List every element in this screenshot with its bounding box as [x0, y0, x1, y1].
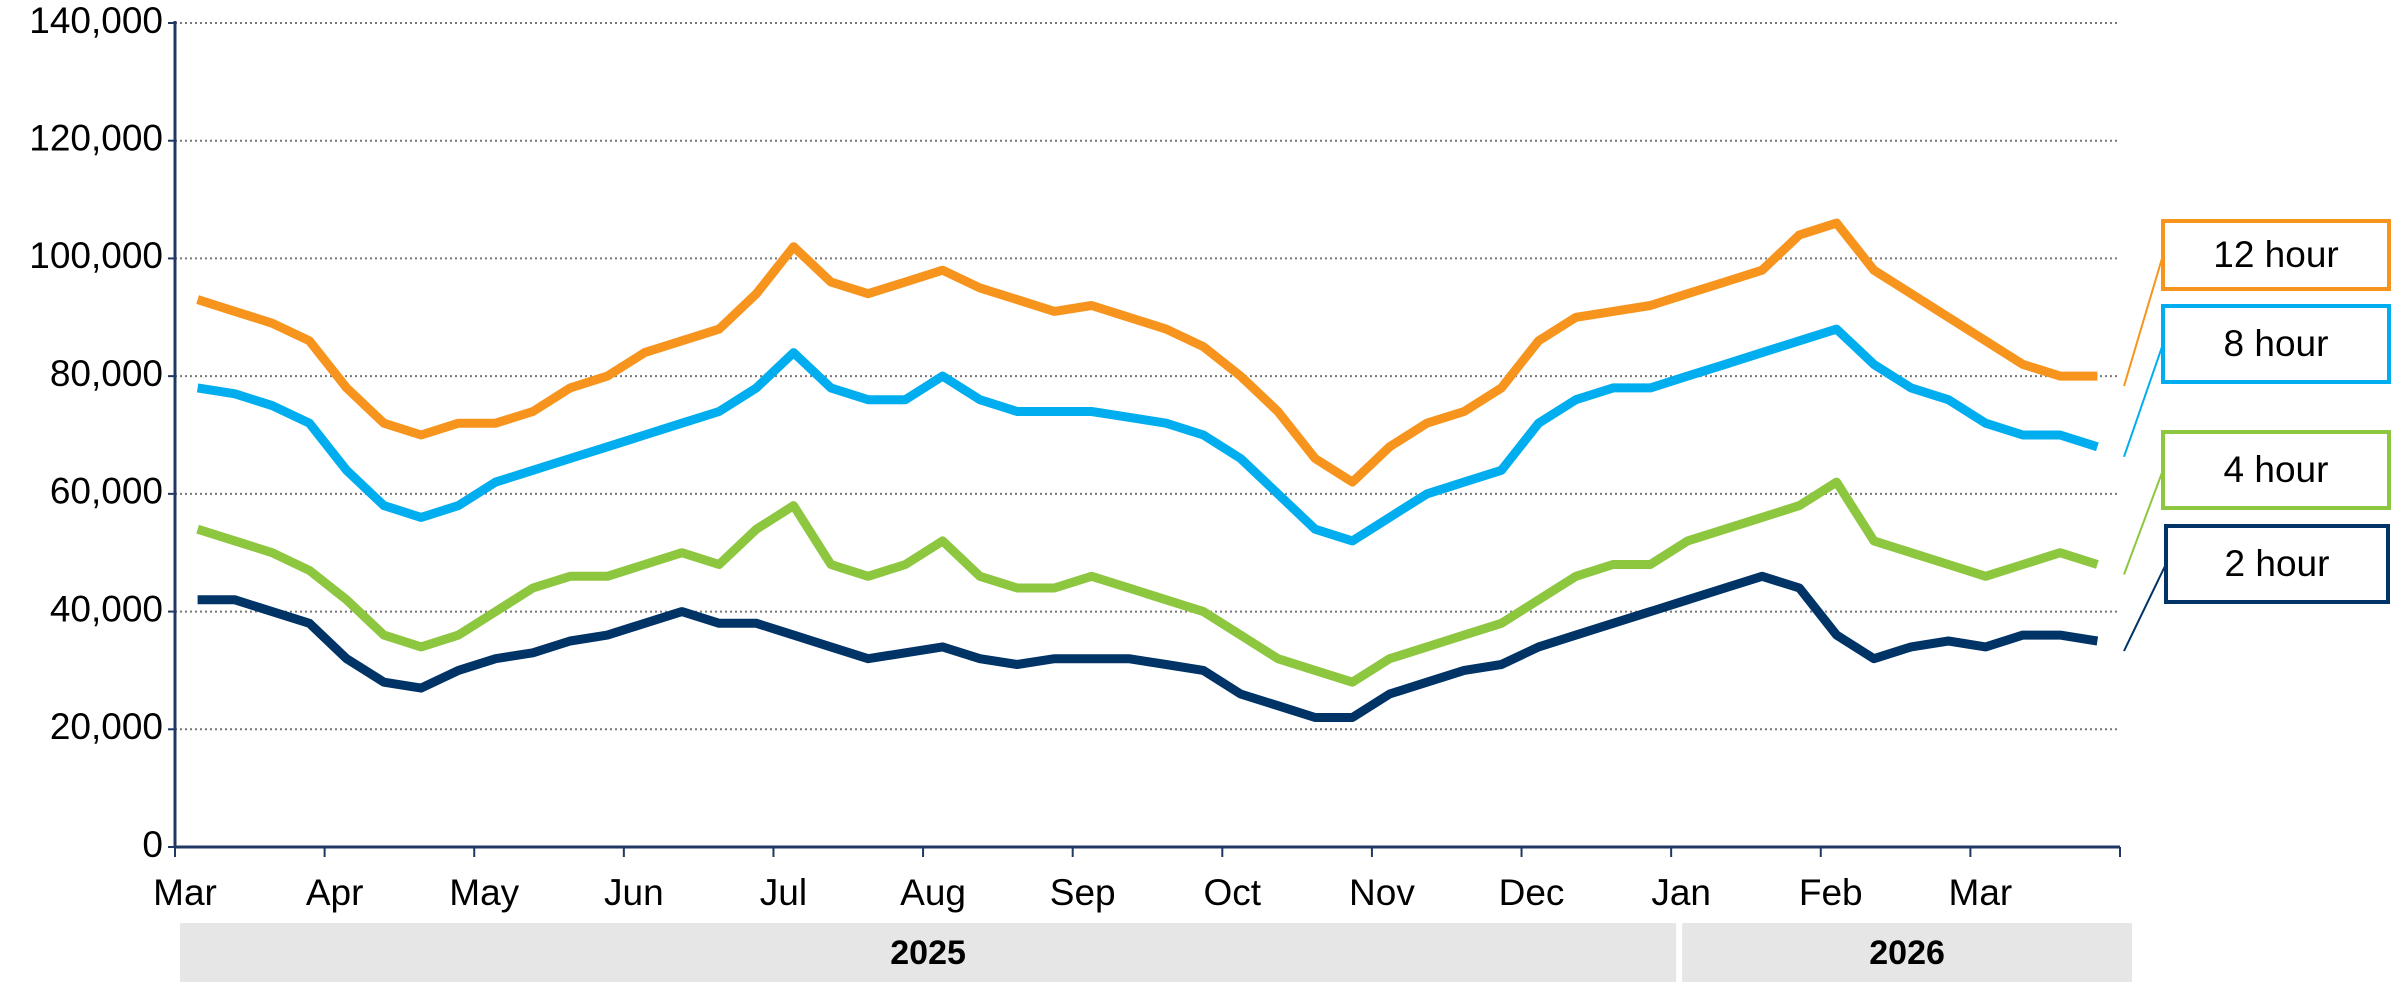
x-tick-label: Mar: [153, 872, 217, 913]
legend-label: 2 hour: [2225, 543, 2330, 584]
x-tick-label: Aug: [900, 872, 966, 913]
legend-leader: [2123, 563, 2167, 652]
legend-leader: [2123, 254, 2164, 387]
y-tick-label: 60,000: [50, 471, 163, 512]
legend-label: 12 hour: [2213, 234, 2339, 275]
x-tick-label: Jun: [604, 872, 664, 913]
x-tick-label: Jan: [1651, 872, 1711, 913]
x-tick-label: Apr: [306, 872, 364, 913]
x-tick-label: Sep: [1050, 872, 1116, 913]
x-tick-label: Mar: [1949, 872, 2013, 913]
legend-leader: [2123, 469, 2164, 575]
x-tick-label: Dec: [1499, 872, 1565, 913]
x-tick-label: Nov: [1349, 872, 1415, 913]
x-tick-label: Jul: [760, 872, 807, 913]
year-label: 2025: [890, 934, 966, 972]
y-tick-label: 120,000: [29, 117, 163, 158]
year-band: [1682, 923, 2132, 982]
legend-label: 8 hour: [2224, 323, 2329, 364]
y-tick-label: 80,000: [50, 353, 163, 394]
legend-label: 4 hour: [2224, 449, 2329, 490]
x-tick-label: Oct: [1204, 872, 1262, 913]
y-tick-label: 0: [142, 824, 163, 865]
y-tick-label: 40,000: [50, 588, 163, 629]
y-tick-label: 100,000: [29, 235, 163, 276]
series-line: [196, 324, 2099, 546]
x-tick-label: Feb: [1799, 872, 1863, 913]
legend-box: [2161, 219, 2391, 291]
y-tick-label: 140,000: [29, 0, 163, 41]
legend-box: [2161, 304, 2391, 384]
legend-box: [2164, 524, 2390, 604]
legend-leader: [2123, 343, 2164, 458]
series-line: [196, 218, 2098, 487]
year-band: [180, 923, 1677, 982]
y-tick-label: 20,000: [50, 706, 163, 747]
series-line: [196, 477, 2099, 687]
series-line: [197, 571, 2099, 722]
legend-box: [2161, 430, 2391, 510]
x-tick-label: May: [449, 872, 519, 913]
year-label: 2026: [1869, 934, 1945, 972]
